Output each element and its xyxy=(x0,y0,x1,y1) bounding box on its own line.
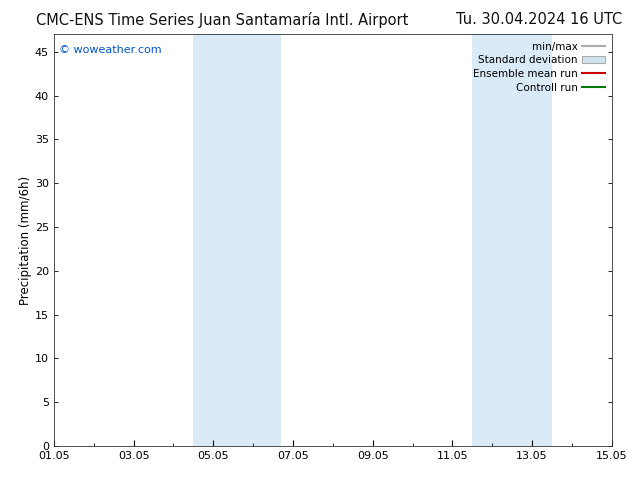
Y-axis label: Precipitation (mm/6h): Precipitation (mm/6h) xyxy=(19,175,32,305)
Legend: min/max, Standard deviation, Ensemble mean run, Controll run: min/max, Standard deviation, Ensemble me… xyxy=(470,39,607,96)
Bar xyxy=(472,34,552,446)
Text: CMC-ENS Time Series Juan Santamaría Intl. Airport: CMC-ENS Time Series Juan Santamaría Intl… xyxy=(36,12,408,28)
Text: Tu. 30.04.2024 16 UTC: Tu. 30.04.2024 16 UTC xyxy=(456,12,623,27)
Bar xyxy=(193,34,281,446)
Text: © woweather.com: © woweather.com xyxy=(60,45,162,54)
